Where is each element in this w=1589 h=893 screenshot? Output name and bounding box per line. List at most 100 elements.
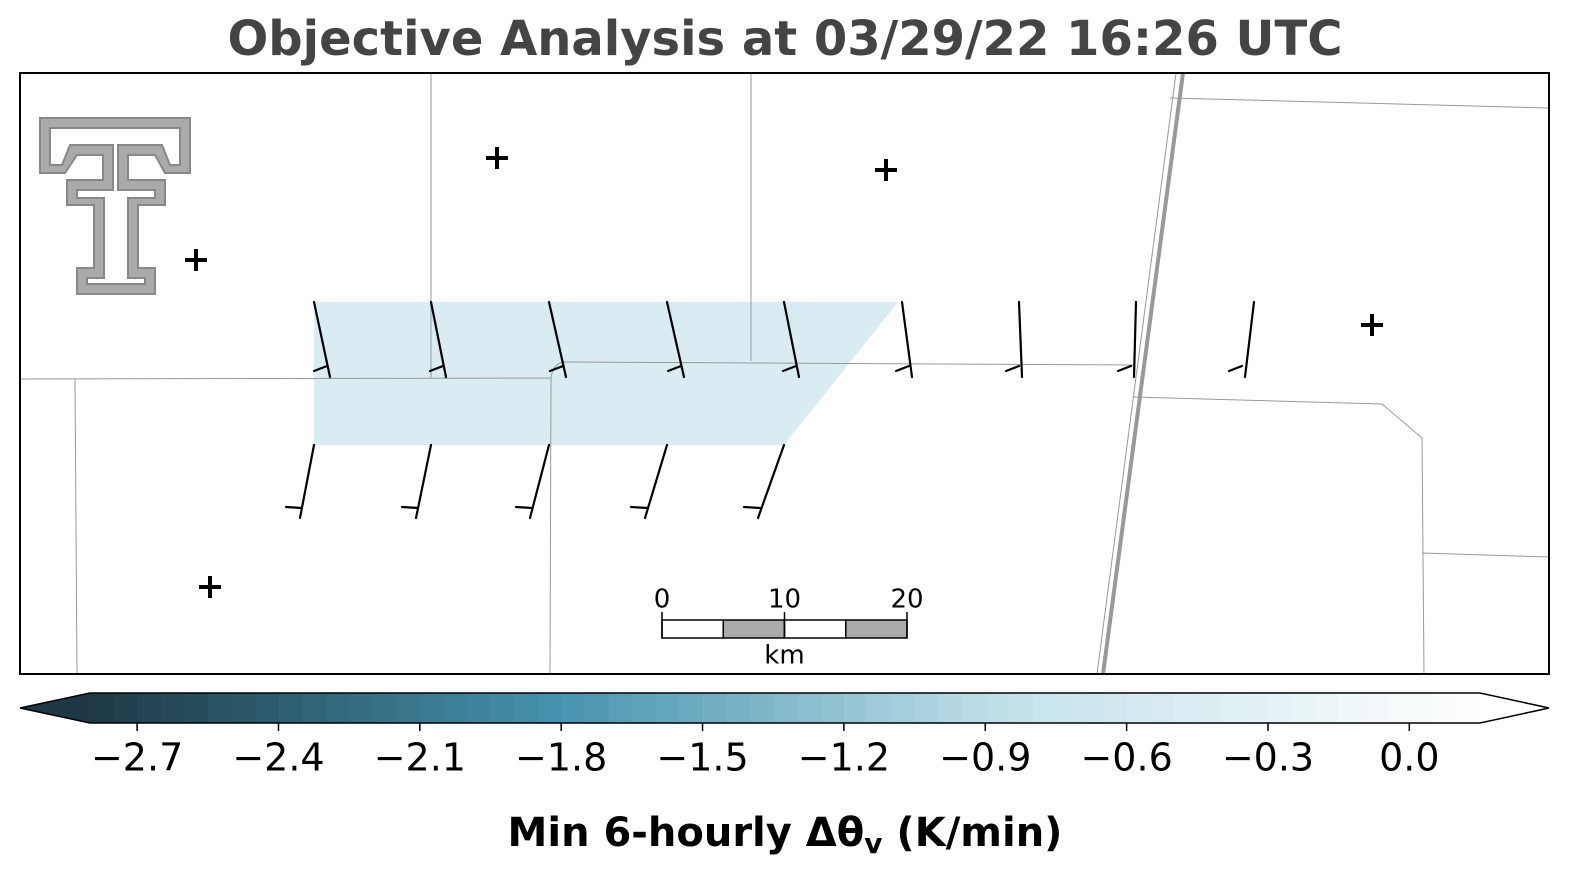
colorbar-segment xyxy=(561,693,586,723)
station-markers xyxy=(185,147,1383,598)
colorbar-segment xyxy=(702,693,727,723)
scale-segment xyxy=(722,619,786,639)
colorbar-segment xyxy=(1055,693,1080,723)
colorbar-segment xyxy=(372,693,397,723)
colorbar-segment xyxy=(938,693,963,723)
colorbar-segment xyxy=(254,693,279,723)
colorbar-tick-label: −0.9 xyxy=(939,736,1031,780)
colorbar-segment xyxy=(584,693,609,723)
wind-barb xyxy=(742,443,786,520)
colorbar-segment xyxy=(302,693,327,723)
colorbar-segment xyxy=(443,693,468,723)
colorbar-extend-max xyxy=(1480,693,1549,723)
scale-tick-label: 10 xyxy=(768,585,801,615)
colorbar-segment xyxy=(1291,693,1316,723)
colorbar-segment xyxy=(867,693,892,723)
colorbar-segment xyxy=(1244,693,1269,723)
colorbar-label: Min 6-hourly Δθv (K/min) xyxy=(508,810,1063,860)
colorbar-extend-min xyxy=(20,693,90,723)
colorbar-segment xyxy=(90,693,115,723)
colorbar-segment xyxy=(137,693,162,723)
scale-bar: 0 10 20 km xyxy=(654,585,924,671)
colorbar-segment xyxy=(1432,693,1457,723)
state-line xyxy=(1101,72,1185,675)
scale-segment xyxy=(783,619,847,639)
label-sub: v xyxy=(864,827,882,860)
title: Objective Analysis at 03/29/22 16:26 UTC xyxy=(228,11,1343,67)
colorbar-segment xyxy=(325,693,350,723)
colorbar-segment xyxy=(231,693,256,723)
wind-barb xyxy=(1004,300,1024,379)
colorbar-segment xyxy=(1103,693,1128,723)
colorbar-tick-label: −0.6 xyxy=(1080,736,1172,780)
colorbar-segment xyxy=(537,693,562,723)
colorbar-segment xyxy=(490,693,515,723)
station-marker xyxy=(1361,314,1383,336)
station-marker xyxy=(185,249,207,271)
colorbar-segment xyxy=(396,693,421,723)
colorbar-segment xyxy=(655,693,680,723)
colorbar-segment xyxy=(726,693,751,723)
station-marker xyxy=(199,576,221,598)
scale-unit: km xyxy=(764,641,804,671)
colorbar-segment xyxy=(1362,693,1387,723)
colorbar-segment xyxy=(631,693,656,723)
colorbar-segment xyxy=(278,693,303,723)
colorbar-segment xyxy=(1126,693,1151,723)
colorbar-segment xyxy=(820,693,845,723)
colorbar-segment xyxy=(1008,693,1033,723)
colorbar-tick-label: −2.7 xyxy=(91,736,183,780)
colorbar-segment xyxy=(985,693,1010,723)
colorbar-segment xyxy=(796,693,821,723)
colorbar-segment xyxy=(207,693,232,723)
colorbar-tick-label: −2.1 xyxy=(374,736,466,780)
wind-barb xyxy=(1116,300,1138,379)
map: 0 10 20 km xyxy=(19,72,1550,675)
colorbar-segment xyxy=(1456,693,1481,723)
colorbar-segment xyxy=(1220,693,1245,723)
colorbar-segment xyxy=(184,693,209,723)
colorbar-tick-label: −1.8 xyxy=(515,736,607,780)
colorbar-segment xyxy=(1338,693,1363,723)
wind-barb xyxy=(665,300,686,379)
scale-tick-label: 20 xyxy=(890,585,923,615)
wind-barb xyxy=(629,443,669,520)
colorbar-segment xyxy=(891,693,916,723)
colorbar-segment xyxy=(1267,693,1293,723)
colorbar-segment xyxy=(1409,693,1434,723)
colorbar-segment xyxy=(1032,693,1057,723)
map-frame xyxy=(19,72,1550,675)
wind-barb xyxy=(781,300,801,379)
colorbar-segment xyxy=(678,693,704,723)
colorbar-tick-label: −2.4 xyxy=(232,736,324,780)
colorbar-segment xyxy=(1315,693,1340,723)
colorbar-segment xyxy=(843,693,868,723)
colorbar-segment xyxy=(160,693,185,723)
colorbar-tick-label: 0.0 xyxy=(1379,736,1439,780)
colorbar-segment xyxy=(608,693,633,723)
wind-barb xyxy=(312,300,332,379)
colorbar-segment xyxy=(961,693,986,723)
colorbar-segment xyxy=(1197,693,1222,723)
scale-tick-label: 0 xyxy=(654,585,671,615)
colorbar-segment xyxy=(749,693,774,723)
colorbar-tick-label: −1.5 xyxy=(656,736,748,780)
colorbar-segment xyxy=(1385,693,1410,723)
wind-barb xyxy=(894,300,914,379)
county-lines xyxy=(19,72,1550,675)
colorbar-segment xyxy=(1173,693,1198,723)
colorbar-segment xyxy=(466,693,492,723)
wind-barb xyxy=(547,300,568,379)
wind-barb xyxy=(514,443,551,520)
wind-barb xyxy=(428,300,448,379)
colorbar-segment xyxy=(773,693,798,723)
colorbar-segment xyxy=(419,693,444,723)
wind-barb xyxy=(1227,300,1256,379)
colorbar-segment xyxy=(1150,693,1175,723)
logo xyxy=(39,117,191,295)
colorbar: −2.7 −2.4 −2.1 −1.8 −1.5 −1.2 −0.9 −0.6 −0.3 0.0 xyxy=(19,692,1550,780)
scale-segment xyxy=(845,619,908,639)
station-marker xyxy=(486,147,508,169)
colorbar-segment xyxy=(914,693,939,723)
